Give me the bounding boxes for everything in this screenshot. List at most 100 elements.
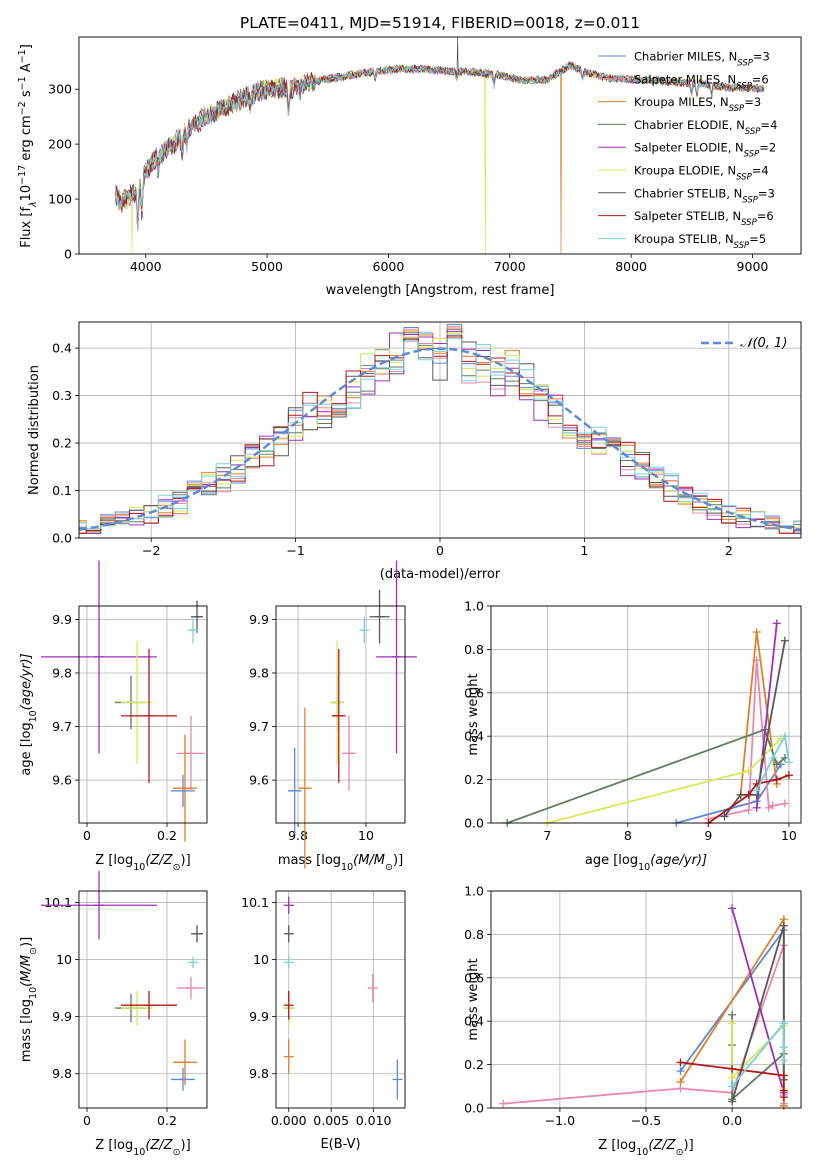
errorbar-point [332,648,346,783]
y-tick-label: 0.6 [464,970,484,985]
legend-prefix: N [720,95,729,109]
legend-sub: SSP [742,195,758,205]
x-tick-label: 7000 [494,259,526,274]
errorbar-point [121,990,177,1020]
x-tick-label: 6000 [373,259,405,274]
xlabel-label-part: )] [393,853,403,868]
legend-sub: SSP [737,59,753,69]
xlabel-label-part: ⊙ [173,862,181,873]
legend-prefix: N [727,164,736,178]
errorbar-point [342,715,356,791]
y-tick-label: 0 [64,247,72,262]
weight-line [503,945,785,1105]
y-tick-label: 300 [48,82,72,97]
y-tick-label: 10 [253,952,269,967]
errorbar-point [171,1068,195,1091]
x-tick-label: 5000 [251,259,283,274]
x-tick-label: 9 [704,828,712,843]
xlabel-label-part: )] [684,1138,694,1153]
errorbar-point [367,973,378,1003]
errorbar-point [359,616,370,644]
ylabel-label-part: −1 [17,76,28,90]
xlabel-label-part: ⊙ [676,1147,684,1158]
ylabel-label-part: ⊙ [28,947,39,955]
y-tick-label: 0.4 [464,729,484,744]
ylabel-label-part: (age/yr)] [19,653,34,710]
xlabel-label: Z [log10(Z/Z⊙)] [95,1138,190,1158]
errorbar-point [191,925,203,943]
ylabel-label-part: ] [19,44,34,49]
x-tick-label: 8 [624,828,632,843]
x-tick-label: 10 [781,828,797,843]
y-tick-label: 9.9 [249,612,269,627]
legend-n: 6 [766,209,773,223]
ylabel-label-part: Flux [f [19,207,34,248]
ylabel-label-part: λ [28,201,39,208]
ylabel-label-part: s [19,90,34,101]
legend-sep: , [728,141,735,155]
legend-n: 2 [769,141,776,155]
legend-model: Kroupa MILES [634,95,713,109]
errorbar-point [173,1039,197,1086]
errorbar-point [283,990,294,1020]
weight-line [506,728,786,824]
y-tick-label: 10.1 [44,895,72,910]
xlabel-label-part: 10 [636,1147,648,1158]
x-tick-label: 10 [358,828,374,843]
errorbar-point [121,640,153,765]
legend-prefix: N [736,118,745,132]
x-tick-label: −1 [286,543,304,558]
xlabel-label: age [log10(age/yr)] [585,853,707,873]
legend-label: Salpeter STELIB, NSSP=6 [634,209,774,228]
errorbar-point [41,871,157,940]
legend-prefix: N [729,50,738,64]
x-tick-label: 0 [83,1113,91,1128]
xlabel-label-part: (M/M [353,853,385,868]
errorbar-point [330,640,344,765]
y-tick-label: 1.0 [464,599,484,614]
y-axis-label: mass weight [466,958,481,1040]
axes-frame [275,605,406,824]
ylabel-label-part: )] [19,937,34,947]
legend-eq: = [744,95,754,109]
xlabel-label: mass [log10(M/M⊙)] [278,853,403,873]
legend-model: Chabrier MILES [634,50,721,64]
weight-vs-Z-panel: −1.0 −0.5 0.0 0.0 0.2 0.4 0.6 0.8 1.0 Z [log10(Z/… [464,884,802,1158]
errorbar-point [287,747,302,834]
axes-frame [490,605,802,824]
legend-label: Chabrier ELODIE, NSSP=4 [634,118,777,137]
y-tick-label: 0.8 [464,927,484,942]
legend-sep: , [725,209,732,223]
x-tick-label: 0.2 [157,828,177,843]
weight-line [731,1014,785,1102]
chart-title: PLATE=0411, MJD=51914, FIBERID=0018, z=0… [240,14,640,32]
y-axis-label: Normed distribution [27,365,42,495]
y-tick-label: 9.6 [52,773,72,788]
x-tick-label: 9000 [737,259,769,274]
xlabel-label-part: 10 [133,1147,145,1158]
legend-prefix: N [735,141,744,155]
x-tick-label: 0 [83,828,91,843]
x-tick-label: 0 [436,543,444,558]
y-tick-label: 0.0 [464,816,484,831]
errorbar-point [376,560,417,754]
histogram-series [79,332,801,534]
x-tick-label: 0.000 [271,1113,307,1128]
legend-label: Kroupa STELIB, NSSP=5 [634,232,766,251]
xlabel-label-part: age [log [585,853,638,868]
ylabel-label-part: −1 [17,49,28,63]
y-tick-label: 0.0 [464,1101,484,1116]
errorbar-point [188,616,198,644]
y-tick-label: 0.2 [464,1057,484,1072]
x-tick-label: 0.005 [313,1113,349,1128]
ylabel-label: Flux [fλ10−17 erg cm−2 s−1 A−1] [17,44,39,248]
histogram-series [79,334,801,534]
errorbar-point [283,896,294,914]
xlabel-label-part: )] [181,853,191,868]
legend-n: 3 [763,50,770,64]
legend-n: 4 [770,118,777,132]
legend-sep: , [718,232,725,246]
y-tick-label: 0.2 [464,772,484,787]
legend-sep: , [713,95,720,109]
legend-model: Salpeter MILES [634,72,720,86]
